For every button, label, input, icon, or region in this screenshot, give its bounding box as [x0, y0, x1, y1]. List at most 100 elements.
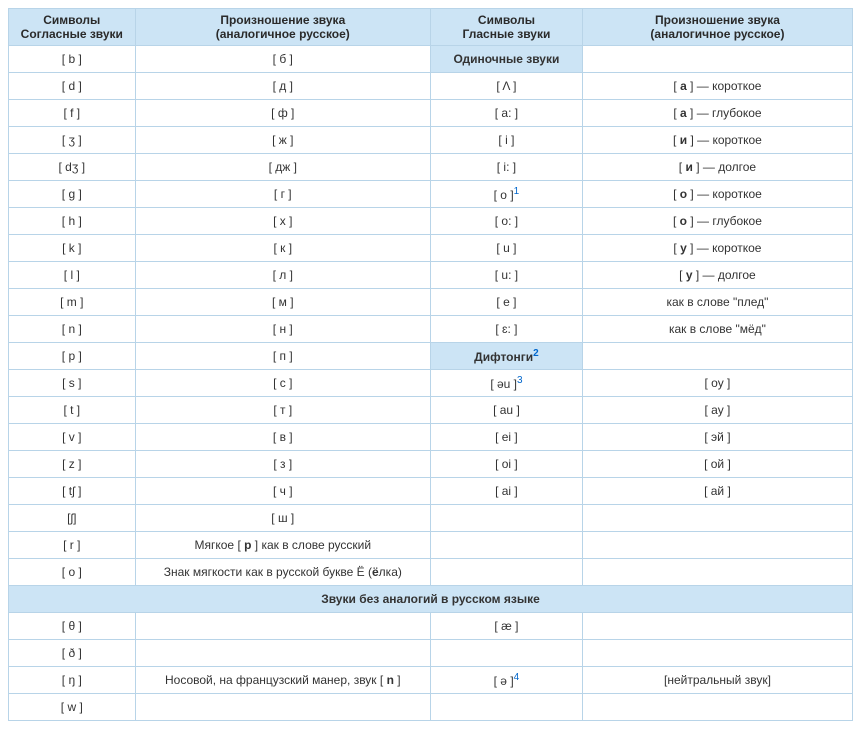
- cell-pronunciation-vowel: [ о ] — глубокое: [582, 208, 852, 235]
- cell-symbol-vowel: [ e ]: [430, 289, 582, 316]
- cell-pronunciation-vowel: [ а ] — короткое: [582, 73, 852, 100]
- cell-pronunciation-vowel: [ ой ]: [582, 451, 852, 478]
- cell-symbol-consonant: [ w ]: [9, 694, 136, 721]
- section-diphthongs: Дифтонги2: [430, 343, 582, 370]
- cell-symbol-consonant: [ s ]: [9, 370, 136, 397]
- cell-symbol-vowel: [ æ ]: [430, 613, 582, 640]
- cell-pronunciation-vowel: [ у ] — короткое: [582, 235, 852, 262]
- cell-symbol-vowel: [430, 640, 582, 667]
- cell-pronunciation-consonant: [ м ]: [135, 289, 430, 316]
- cell-symbol-vowel: [ Λ ]: [430, 73, 582, 100]
- cell-pronunciation-consonant: [ ф ]: [135, 100, 430, 127]
- cell-pronunciation-consonant: [ ж ]: [135, 127, 430, 154]
- cell-pronunciation-consonant: [ п ]: [135, 343, 430, 370]
- table-row: [ d ][ д ][ Λ ][ а ] — короткое: [9, 73, 853, 100]
- cell-pronunciation-consonant: [ д ]: [135, 73, 430, 100]
- cell-pronunciation-vowel: [ оу ]: [582, 370, 852, 397]
- cell-pronunciation-vowel: [582, 640, 852, 667]
- cell-pronunciation-vowel: [ и ] — короткое: [582, 127, 852, 154]
- cell-pronunciation-consonant: [ в ]: [135, 424, 430, 451]
- cell-pronunciation-vowel: как в слове "плед": [582, 289, 852, 316]
- h2l1: Произношение звука: [220, 13, 345, 27]
- table-row: [ m ][ м ][ e ]как в слове "плед": [9, 289, 853, 316]
- header-col3: Символы Гласные звуки: [430, 9, 582, 46]
- cell-symbol-consonant: [ k ]: [9, 235, 136, 262]
- table-row: [ s ][ с ][ əu ]3[ оу ]: [9, 370, 853, 397]
- cell-pronunciation-consonant: [ к ]: [135, 235, 430, 262]
- cell-pronunciation-consonant: [135, 694, 430, 721]
- cell-pronunciation-vowel: [582, 559, 852, 586]
- phonetics-table: Символы Согласные звуки Произношение зву…: [8, 8, 853, 721]
- cell-symbol-consonant: [ l ]: [9, 262, 136, 289]
- table-row: [ b ][ б ]Одиночные звуки: [9, 46, 853, 73]
- cell-pronunciation-consonant: [135, 613, 430, 640]
- cell-pronunciation-consonant: [ г ]: [135, 181, 430, 208]
- h4l1: Произношение звука: [655, 13, 780, 27]
- cell-symbol-vowel: [ au ]: [430, 397, 582, 424]
- h3l2: Гласные звуки: [463, 27, 551, 41]
- cell-symbol-vowel: [ u ]: [430, 235, 582, 262]
- cell-pronunciation-consonant: [135, 640, 430, 667]
- cell-symbol-vowel: [430, 559, 582, 586]
- cell-symbol-vowel: [ i ]: [430, 127, 582, 154]
- h2l2: (аналогичное русское): [216, 27, 350, 41]
- cell-pronunciation-vowel: [ эй ]: [582, 424, 852, 451]
- table-row: [ ʒ ][ ж ][ i ][ и ] — короткое: [9, 127, 853, 154]
- cell-pronunciation-vowel: как в слове "мёд": [582, 316, 852, 343]
- cell-symbol-vowel: [430, 694, 582, 721]
- cell-pronunciation-consonant: [ б ]: [135, 46, 430, 73]
- table-row: [ h ][ х ][ o: ][ о ] — глубокое: [9, 208, 853, 235]
- h3l1: Символы: [478, 13, 535, 27]
- cell-symbol-vowel: [ ai ]: [430, 478, 582, 505]
- h1l2: Согласные звуки: [21, 27, 123, 41]
- h4l2: (аналогичное русское): [650, 27, 784, 41]
- section-no-analog-row: Звуки без аналогий в русском языке: [9, 586, 853, 613]
- table-row: [ w ]: [9, 694, 853, 721]
- table-row: [ f ][ ф ][ a: ][ а ] — глубокое: [9, 100, 853, 127]
- cell-symbol-consonant: [ tʃ ]: [9, 478, 136, 505]
- table-row: [ ð ]: [9, 640, 853, 667]
- table-row: [ о ]Знак мягкости как в русской букве Ё…: [9, 559, 853, 586]
- cell-symbol-vowel: [430, 532, 582, 559]
- table-row: [ ŋ ]Носовой, на французский манер, звук…: [9, 667, 853, 694]
- cell-pronunciation-consonant: [ з ]: [135, 451, 430, 478]
- cell-pronunciation-consonant: Знак мягкости как в русской букве Ё (ёлк…: [135, 559, 430, 586]
- cell-pronunciation-vowel: [582, 532, 852, 559]
- cell-symbol-consonant: [ d ]: [9, 73, 136, 100]
- cell-pronunciation-vowel: [582, 694, 852, 721]
- cell-symbol-vowel: [ ə ]4: [430, 667, 582, 694]
- cell-symbol-vowel: [430, 505, 582, 532]
- table-row: [ r ]Мягкое [ р ] как в слове русский: [9, 532, 853, 559]
- cell-symbol-consonant: [ p ]: [9, 343, 136, 370]
- cell-symbol-consonant: [ ʒ ]: [9, 127, 136, 154]
- cell-symbol-consonant: [ θ ]: [9, 613, 136, 640]
- cell-symbol-vowel: [ oi ]: [430, 451, 582, 478]
- cell-symbol-consonant: [ v ]: [9, 424, 136, 451]
- cell-symbol-consonant: [ʃ]: [9, 505, 136, 532]
- cell-symbol-vowel: [ u: ]: [430, 262, 582, 289]
- section-no-analog: Звуки без аналогий в русском языке: [9, 586, 853, 613]
- cell-symbol-consonant: [ h ]: [9, 208, 136, 235]
- cell-symbol-vowel: [ o: ]: [430, 208, 582, 235]
- header-row: Символы Согласные звуки Произношение зву…: [9, 9, 853, 46]
- cell-pronunciation-vowel: [нейтральный звук]: [582, 667, 852, 694]
- header-col1: Символы Согласные звуки: [9, 9, 136, 46]
- table-row: [ n ][ н ][ ɛ: ]как в слове "мёд": [9, 316, 853, 343]
- cell-pronunciation-consonant: [ ш ]: [135, 505, 430, 532]
- cell-symbol-consonant: [ ŋ ]: [9, 667, 136, 694]
- cell-pronunciation-consonant: [ н ]: [135, 316, 430, 343]
- cell-symbol-consonant: [ n ]: [9, 316, 136, 343]
- cell-symbol-consonant: [ b ]: [9, 46, 136, 73]
- table-row: [ z ][ з ][ oi ][ ой ]: [9, 451, 853, 478]
- cell-symbol-vowel: [ əu ]3: [430, 370, 582, 397]
- cell-pronunciation-vowel: [ у ] — долгое: [582, 262, 852, 289]
- table-row: [ k ][ к ][ u ][ у ] — короткое: [9, 235, 853, 262]
- cell-symbol-vowel: [ a: ]: [430, 100, 582, 127]
- table-row: [ p ][ п ]Дифтонги2: [9, 343, 853, 370]
- header-col4: Произношение звука (аналогичное русское): [582, 9, 852, 46]
- table-row: [ tʃ ][ ч ][ ai ][ ай ]: [9, 478, 853, 505]
- cell-pronunciation-vowel: [ ау ]: [582, 397, 852, 424]
- cell-symbol-vowel: [ o ]1: [430, 181, 582, 208]
- section-single-vowels: Одиночные звуки: [430, 46, 582, 73]
- cell-pronunciation-consonant: [ т ]: [135, 397, 430, 424]
